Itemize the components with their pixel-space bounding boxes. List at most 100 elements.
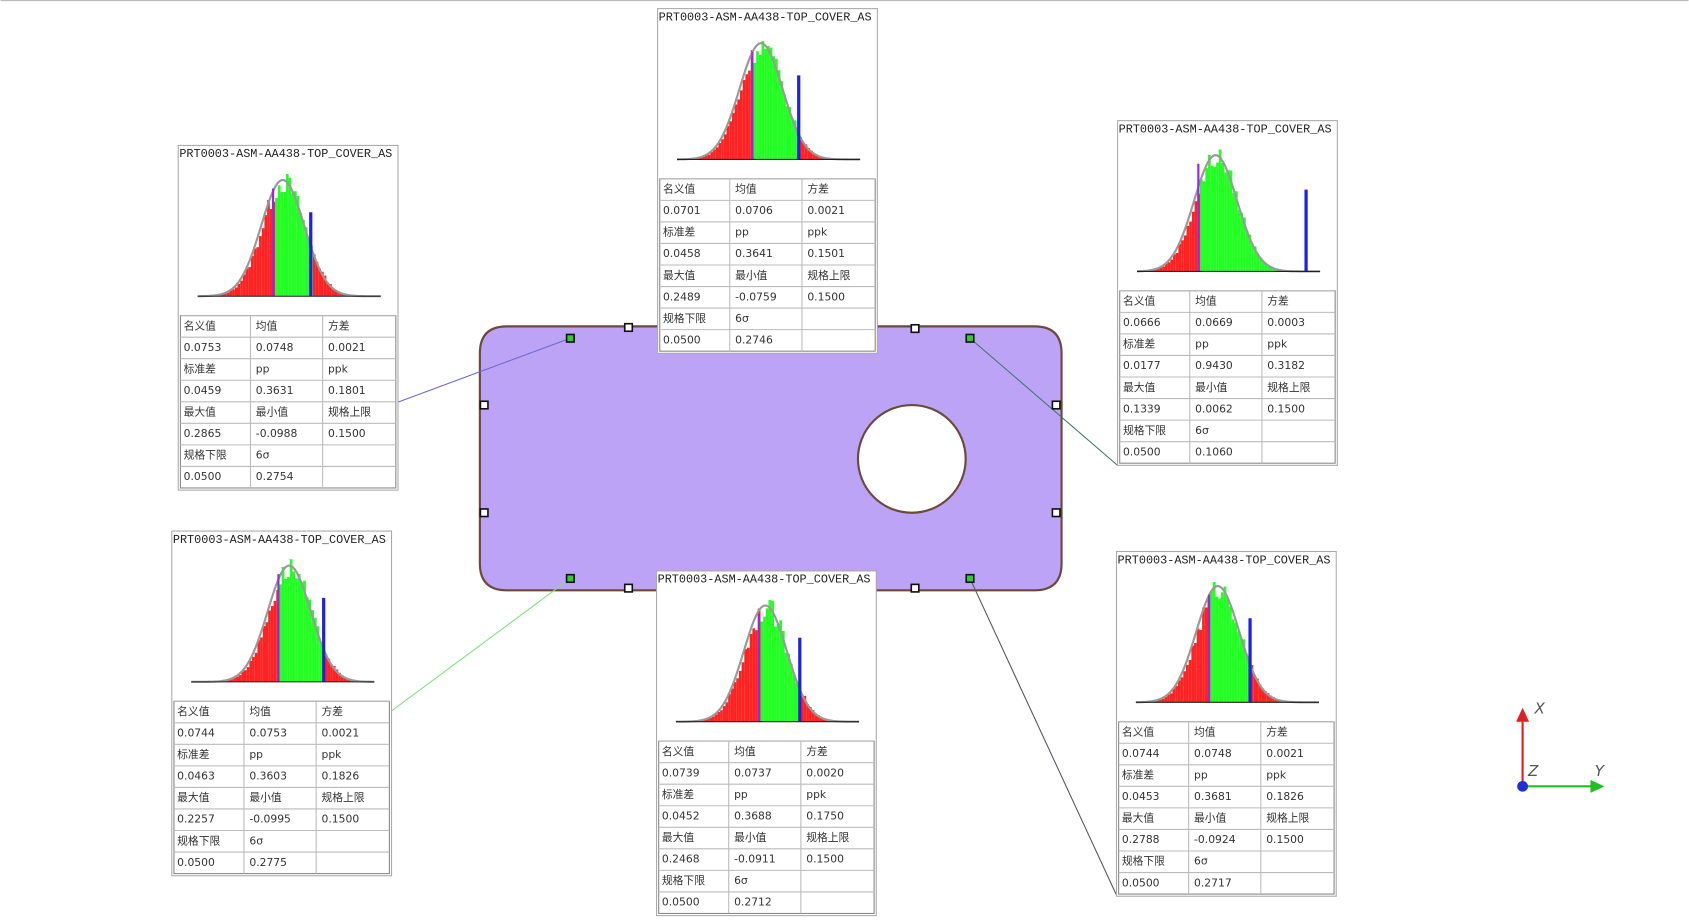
handle[interactable] — [479, 508, 489, 518]
hist-bar — [281, 566, 285, 682]
table-cell: 名义值 — [1123, 295, 1156, 308]
hist-bar — [733, 682, 737, 722]
hist-bar — [763, 616, 766, 722]
handle[interactable] — [965, 573, 975, 584]
hist-bar — [260, 637, 263, 682]
table-cell: 0.1501 — [807, 247, 845, 260]
table-cell: 均值 — [1194, 725, 1216, 738]
hist-bar — [714, 714, 718, 722]
table-cell: 规格上限 — [1266, 812, 1309, 825]
table-cell: -0.0759 — [735, 290, 777, 303]
table-cell: 0.1826 — [322, 770, 360, 783]
stat-panel: PRT0003-ASM-AA438-TOP_COVER_AS 名义值 均值 方差 0.0… — [171, 530, 393, 877]
hist-bar — [235, 676, 239, 682]
hist-bar — [721, 139, 724, 160]
hist-bar — [787, 653, 791, 722]
table-cell: 6σ — [734, 874, 748, 887]
hist-bar — [303, 580, 306, 682]
hist-bar — [1159, 699, 1162, 703]
hist-bar — [1269, 695, 1273, 703]
table-cell: 名义值 — [1122, 725, 1155, 738]
handle[interactable] — [910, 323, 920, 334]
hist-bar — [1266, 693, 1270, 703]
hist-bar — [1250, 665, 1254, 703]
table-cell: 标准差 — [662, 788, 695, 801]
hist-bar — [285, 173, 289, 297]
table-cell: -0.0995 — [249, 813, 291, 826]
hist-bar — [706, 718, 710, 722]
table-cell: 0.1060 — [1195, 445, 1233, 458]
hist-bar — [318, 268, 321, 297]
handle[interactable] — [479, 400, 489, 410]
hist-bar — [287, 577, 290, 682]
handle[interactable] — [1051, 400, 1061, 410]
hist-bar — [221, 294, 225, 297]
table-cell: ppk — [1266, 769, 1287, 782]
hist-bar — [1210, 165, 1214, 272]
table-cell: 最小值 — [256, 406, 289, 419]
hist-bar — [804, 144, 808, 160]
hist-bar — [728, 694, 731, 722]
hist-bar — [744, 649, 748, 722]
part-shape[interactable] — [478, 325, 1063, 592]
hist-bar — [772, 56, 776, 160]
hist-bar — [1161, 698, 1165, 703]
hist-bar — [713, 149, 716, 160]
hist-bar — [1229, 606, 1232, 703]
hist-bar — [1183, 671, 1186, 703]
table-cell: 最大值 — [177, 791, 210, 804]
hist-bar — [1248, 234, 1252, 272]
table-cell: 0.0500 — [663, 333, 701, 346]
table-cell: -0.0988 — [256, 427, 298, 440]
table-cell: pp — [249, 748, 263, 761]
hist-bar — [803, 695, 807, 722]
hist-bar — [1194, 643, 1197, 703]
hist-bar — [1234, 622, 1238, 703]
hist-bar — [817, 715, 820, 722]
hist-bar — [1162, 266, 1165, 272]
table-cell: 6σ — [735, 312, 749, 325]
axis-y-label: Y — [1595, 762, 1606, 780]
hist-bar — [703, 719, 707, 722]
hist-bar — [1258, 684, 1262, 703]
hist-bar — [270, 606, 274, 682]
hist-bar — [1191, 211, 1195, 272]
hist-bar — [334, 290, 338, 297]
table-cell: 0.2754 — [256, 470, 294, 483]
hist-bar — [305, 597, 309, 682]
table-cell: 方差 — [806, 745, 828, 758]
table-cell: 0.0500 — [184, 470, 222, 483]
handle[interactable] — [623, 583, 634, 593]
hist-bar — [1210, 590, 1213, 703]
hist-bar — [705, 155, 708, 160]
hist-bar — [227, 679, 231, 682]
hist-bar — [248, 267, 251, 297]
hist-bar — [269, 209, 273, 297]
table-cell: 均值 — [734, 745, 756, 758]
hist-bar — [252, 656, 255, 682]
hist-bar — [253, 248, 257, 297]
hist-bar — [801, 142, 805, 160]
table-cell: 0.0500 — [177, 856, 215, 869]
handle[interactable] — [965, 333, 975, 343]
handle[interactable] — [910, 583, 920, 593]
hist-bar — [278, 584, 282, 682]
hist-bar — [1196, 628, 1200, 703]
hist-bar — [1231, 619, 1235, 703]
hist-bar — [284, 578, 288, 682]
table-cell: 0.0753 — [184, 341, 222, 354]
hist-bar — [1194, 201, 1198, 272]
hist-bar — [729, 121, 732, 160]
table-cell: 0.1500 — [806, 853, 844, 866]
handle[interactable] — [1051, 508, 1061, 518]
table-cell: 0.0737 — [734, 766, 772, 779]
handle[interactable] — [565, 333, 575, 343]
handle[interactable] — [623, 322, 634, 333]
hist-bar — [343, 677, 347, 682]
handle[interactable] — [565, 573, 575, 584]
table-cell: 最小值 — [1194, 812, 1227, 825]
table-cell: 0.2775 — [249, 856, 287, 869]
hist-bar — [256, 247, 260, 297]
hist-bar — [791, 118, 794, 160]
table-cell: 0.0744 — [1122, 747, 1160, 760]
